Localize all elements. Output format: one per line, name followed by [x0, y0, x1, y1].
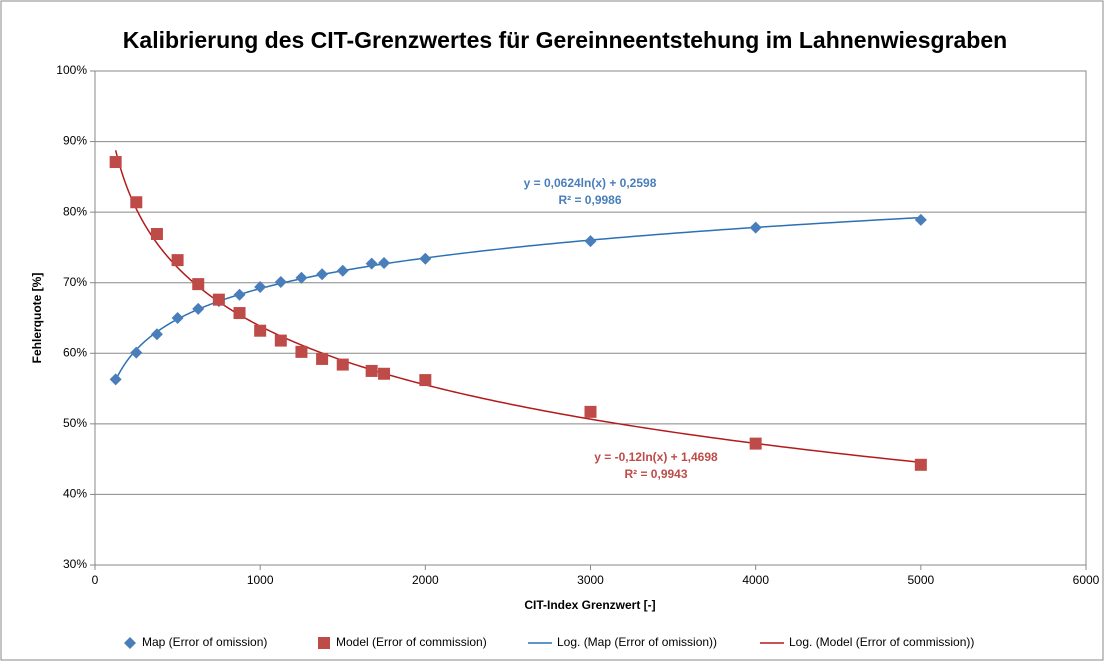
legend-label: Log. (Model (Error of commission)) [789, 635, 974, 649]
marker [274, 276, 287, 289]
marker [295, 345, 308, 358]
trendline-equation: y = 0,0624ln(x) + 0,2598 [524, 176, 657, 190]
marker [212, 293, 225, 306]
legend-label: Log. (Map (Error of omission)) [557, 635, 717, 649]
marker [914, 458, 927, 471]
legend-label: Model (Error of commission) [336, 635, 487, 649]
legend-marker [124, 637, 136, 649]
marker [336, 264, 349, 277]
marker [109, 373, 122, 386]
marker [254, 280, 267, 293]
y-tick-label: 30% [63, 557, 87, 571]
marker [419, 374, 432, 387]
marker [233, 307, 246, 320]
y-tick-label: 50% [63, 416, 87, 430]
x-tick-label: 3000 [577, 573, 604, 587]
marker [192, 278, 205, 291]
marker [584, 235, 597, 248]
marker [378, 256, 391, 269]
legend-label: Map (Error of omission) [142, 635, 267, 649]
y-tick-label: 90% [63, 134, 87, 148]
y-tick-label: 70% [63, 275, 87, 289]
marker [109, 156, 122, 169]
marker [336, 358, 349, 371]
y-tick-label: 60% [63, 345, 87, 359]
marker [274, 334, 287, 347]
x-tick-label: 0 [92, 573, 99, 587]
x-tick-label: 1000 [247, 573, 274, 587]
marker [150, 228, 163, 241]
marker [914, 213, 927, 226]
x-tick-label: 2000 [412, 573, 439, 587]
marker [171, 254, 184, 267]
x-tick-label: 4000 [742, 573, 769, 587]
trendline-r2: R² = 0,9943 [624, 467, 687, 481]
marker [150, 328, 163, 341]
trendline-equation: y = -0,12ln(x) + 1,4698 [594, 450, 718, 464]
x-tick-label: 5000 [907, 573, 934, 587]
plot-area [94, 70, 1087, 566]
marker [419, 252, 432, 265]
y-tick-label: 100% [56, 63, 87, 77]
marker [316, 352, 329, 365]
x-tick-label: 6000 [1073, 573, 1100, 587]
marker [365, 364, 378, 377]
trendline-r2: R² = 0,9986 [558, 193, 621, 207]
marker [192, 302, 205, 315]
chart-title: Kalibrierung des CIT-Grenzwertes für Ger… [123, 27, 1007, 53]
marker [130, 346, 143, 359]
marker [130, 196, 143, 209]
marker [378, 367, 391, 380]
y-tick-label: 80% [63, 204, 87, 218]
marker [749, 437, 762, 450]
marker [295, 271, 308, 284]
marker [584, 405, 597, 418]
marker [254, 324, 267, 337]
legend-marker [318, 637, 330, 649]
marker [316, 268, 329, 281]
y-axis-label: Fehlerquote [%] [30, 273, 44, 364]
marker [171, 312, 184, 324]
x-axis-label: CIT-Index Grenzwert [-] [524, 598, 655, 612]
marker [749, 221, 762, 234]
marker [365, 257, 378, 270]
marker [233, 288, 246, 301]
y-tick-label: 40% [63, 487, 87, 501]
